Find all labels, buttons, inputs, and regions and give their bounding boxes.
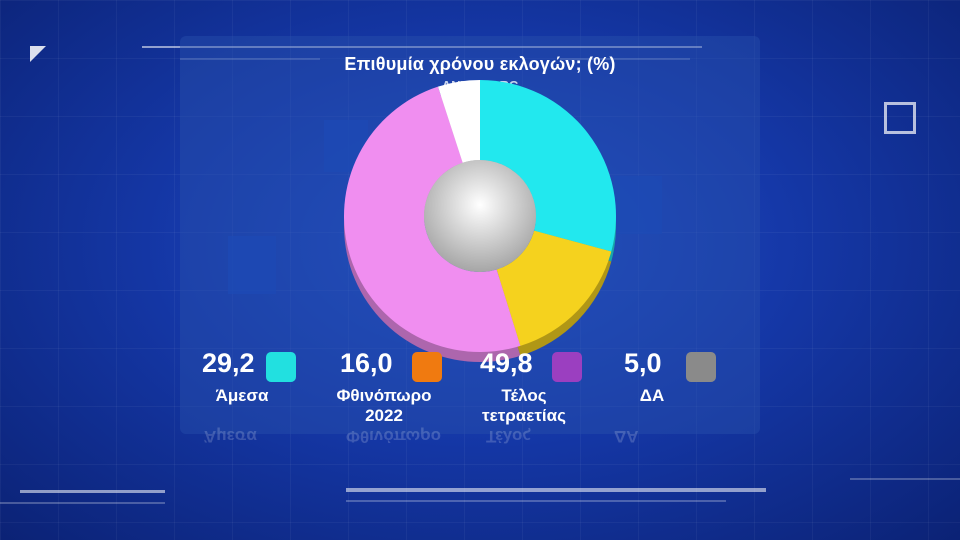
- slice-φθινόπωρο-2022: [496, 230, 612, 346]
- top-line-decoration: [180, 58, 320, 60]
- legend-swatch: [412, 352, 442, 382]
- legend-label-reflection: Φθινόπωρο: [346, 427, 442, 446]
- slice-άμεσα: [480, 80, 616, 252]
- legend-label-reflection: Τέλος: [486, 427, 532, 446]
- bottom-line-decoration: [346, 488, 766, 492]
- chart-title: Επιθυμία χρόνου εκλογών; (%): [344, 54, 616, 74]
- bottom-line-decoration: [346, 500, 726, 502]
- slice-τέλος-τετραετίας: [343, 86, 521, 353]
- top-line-decoration: [142, 46, 702, 48]
- legend-swatch: [552, 352, 582, 382]
- legend-swatch: [266, 352, 296, 382]
- legend-label: Φθινόπωρο 2022: [336, 386, 432, 425]
- slice-δα: [437, 80, 480, 163]
- outline-square-decoration: [884, 102, 916, 134]
- legend-label: ΔΑ: [639, 386, 665, 405]
- legend-swatch: [686, 352, 716, 382]
- legend-value: 16,0: [340, 348, 393, 378]
- corner-triangle-decoration: [30, 46, 46, 62]
- donut-slices: [343, 80, 616, 353]
- bottom-line-decoration: [20, 490, 165, 493]
- legend-value: 49,8: [480, 348, 533, 378]
- legend-value: 5,0: [624, 348, 662, 378]
- donut-chart: [343, 80, 616, 362]
- background-tile: [614, 176, 662, 234]
- donut-hole-shade: [424, 160, 536, 272]
- bottom-line-decoration: [0, 502, 165, 504]
- top-line-decoration: [560, 58, 690, 60]
- background-tile: [228, 236, 276, 294]
- legend-label-reflection: Άμεσα: [204, 427, 257, 446]
- legend-label: Τέλος τετραετίας: [482, 386, 566, 425]
- legend-value: 29,2: [202, 348, 255, 378]
- legend-label-reflection: ΔΑ: [614, 427, 639, 446]
- bottom-line-decoration: [850, 478, 960, 480]
- legend-label: Άμεσα: [215, 386, 269, 405]
